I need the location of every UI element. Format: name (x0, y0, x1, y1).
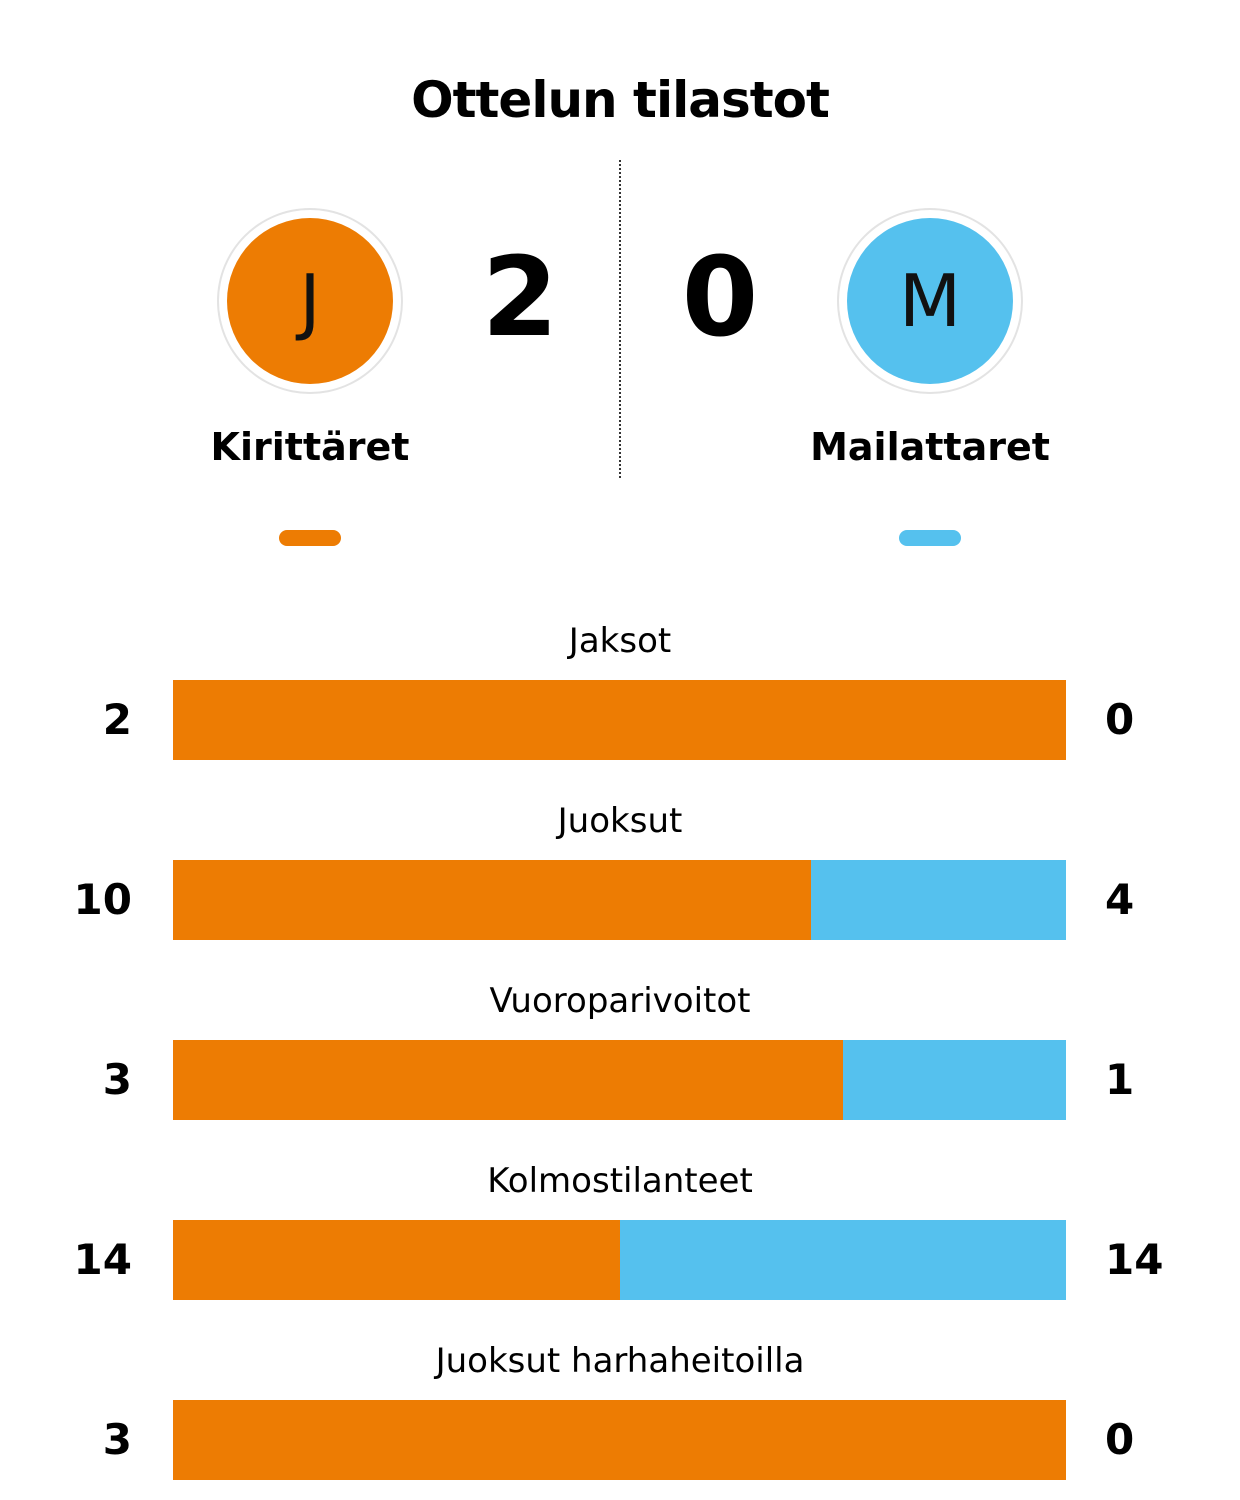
home-team-name: Kirittäret (210, 425, 410, 469)
stat-away-value: 14 (1105, 1235, 1164, 1284)
stat-bar (173, 1220, 1066, 1300)
stat-label: Vuoroparivoitot (489, 981, 751, 1021)
stat-label: Kolmostilanteet (487, 1161, 753, 1201)
away-team-avatar: M (839, 210, 1021, 392)
away-team-initial: M (847, 218, 1013, 384)
stat-home-value: 3 (102, 1415, 132, 1464)
home-team-avatar: J (219, 210, 401, 392)
stat-bar-home-segment (173, 1040, 843, 1120)
stat-home-value: 14 (73, 1235, 132, 1284)
away-color-legend (899, 530, 961, 546)
stat-label: Jaksot (568, 621, 672, 661)
stat-label: Juoksut (557, 801, 683, 841)
stat-bar-away-segment (810, 860, 1066, 940)
away-team-name: Mailattaret (810, 425, 1050, 469)
stat-home-value: 10 (73, 875, 132, 924)
stat-bar (173, 1400, 1066, 1480)
home-team-initial: J (227, 218, 393, 384)
stat-home-value: 2 (102, 695, 132, 744)
stat-bar-home-segment (173, 860, 811, 940)
away-score: 0 (681, 233, 759, 361)
stat-bar-away-segment (619, 1220, 1066, 1300)
stat-bar-away-segment (842, 1040, 1066, 1120)
stat-bar-home-segment (173, 680, 1066, 760)
page-title: Ottelun tilastot (411, 71, 830, 129)
stat-bar (173, 1040, 1066, 1120)
home-score: 2 (481, 233, 559, 361)
stat-away-value: 0 (1105, 1415, 1135, 1464)
stat-home-value: 3 (102, 1055, 132, 1104)
stat-away-value: 0 (1105, 695, 1135, 744)
stat-away-value: 1 (1105, 1055, 1135, 1104)
stat-label: Juoksut harhaheitoilla (435, 1341, 805, 1381)
score-divider (619, 160, 621, 478)
stat-bar (173, 680, 1066, 760)
stat-bar (173, 860, 1066, 940)
home-color-legend (279, 530, 341, 546)
stat-away-value: 4 (1105, 875, 1135, 924)
stat-bar-home-segment (173, 1220, 620, 1300)
stat-bar-home-segment (173, 1400, 1066, 1480)
